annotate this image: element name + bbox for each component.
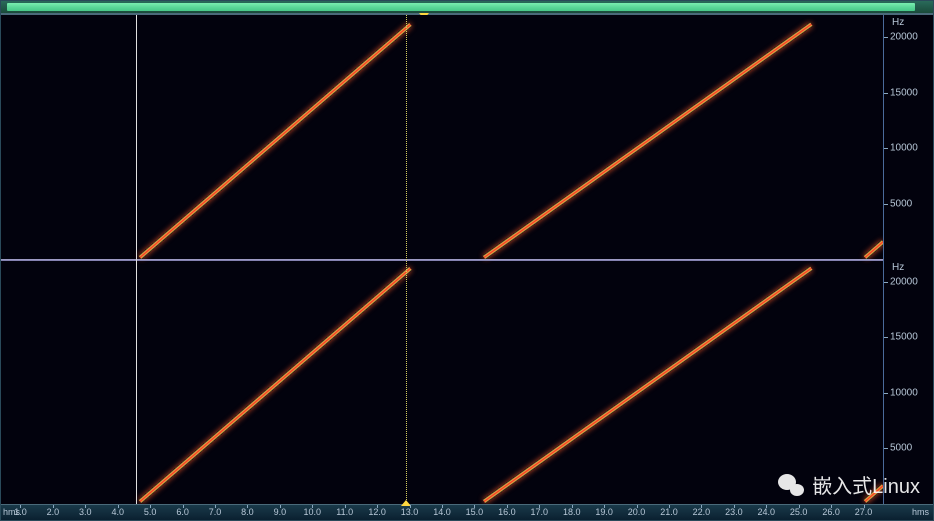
- y-tick: [884, 282, 888, 283]
- frequency-sweep: [139, 22, 413, 259]
- y-tick: [884, 393, 888, 394]
- channel-divider: [1, 259, 883, 261]
- x-tick-label: 2.0: [47, 507, 60, 517]
- x-tick-label: 11.0: [336, 507, 353, 517]
- x-tick-label: 14.0: [433, 507, 451, 517]
- x-tick-label: 20.0: [628, 507, 646, 517]
- y-axis-unit: Hz: [892, 262, 904, 273]
- x-axis-unit-right: hms: [912, 507, 929, 517]
- x-tick-label: 26.0: [822, 507, 840, 517]
- y-tick-label: 20000: [890, 276, 918, 287]
- x-tick-label: 3.0: [79, 507, 92, 517]
- spectrogram-window: Hz 5000 10000 15000 20000 Hz 5000 10000 15000 200…: [0, 0, 934, 521]
- x-tick-label: 17.0: [531, 507, 549, 517]
- y-tick: [884, 204, 888, 205]
- channel-bottom: [1, 260, 883, 505]
- x-tick-label: 5.0: [144, 507, 157, 517]
- y-tick: [884, 448, 888, 449]
- x-tick-label: 22.0: [693, 507, 711, 517]
- nav-range[interactable]: [7, 3, 915, 11]
- y-tick-label: 10000: [890, 143, 918, 154]
- chart-area: Hz 5000 10000 15000 20000 Hz 5000 10000 15000 200…: [1, 15, 933, 504]
- navigation-bar[interactable]: [1, 1, 933, 15]
- x-axis: hmshms1.02.03.04.05.06.07.08.09.010.011.…: [1, 504, 933, 520]
- x-tick-label: 19.0: [595, 507, 613, 517]
- x-tick-label: 16.0: [498, 507, 516, 517]
- spectrogram-plot[interactable]: [1, 15, 883, 504]
- frequency-sweep: [483, 22, 813, 259]
- x-tick-label: 23.0: [725, 507, 743, 517]
- time-cursor[interactable]: [136, 15, 137, 504]
- x-tick-label: 4.0: [111, 507, 124, 517]
- frequency-sweep: [483, 266, 813, 503]
- x-tick-label: 12.0: [368, 507, 386, 517]
- y-tick-label: 20000: [890, 32, 918, 43]
- y-tick: [884, 37, 888, 38]
- y-tick-label: 5000: [890, 443, 912, 454]
- frequency-sweep: [864, 240, 885, 259]
- frequency-sweep: [139, 266, 413, 503]
- y-tick-label: 10000: [890, 387, 918, 398]
- y-tick-label: 5000: [890, 198, 912, 209]
- y-tick-label: 15000: [890, 87, 918, 98]
- y-tick-label: 15000: [890, 332, 918, 343]
- x-tick-label: 7.0: [209, 507, 222, 517]
- x-tick-label: 1.0: [14, 507, 27, 517]
- x-tick-label: 24.0: [757, 507, 775, 517]
- y-axis-unit: Hz: [892, 17, 904, 28]
- x-tick-label: 10.0: [304, 507, 322, 517]
- y-tick: [884, 148, 888, 149]
- x-tick-label: 9.0: [274, 507, 287, 517]
- y-tick: [884, 337, 888, 338]
- y-tick: [884, 93, 888, 94]
- playhead-line[interactable]: [406, 15, 407, 504]
- x-tick-label: 21.0: [660, 507, 678, 517]
- y-axis: Hz 5000 10000 15000 20000 Hz 5000 10000 15000 200…: [883, 15, 933, 504]
- frequency-sweep: [864, 484, 885, 503]
- x-tick-label: 13.0: [401, 507, 419, 517]
- x-tick-label: 27.0: [855, 507, 873, 517]
- x-tick-label: 6.0: [176, 507, 189, 517]
- x-tick-label: 15.0: [466, 507, 484, 517]
- channel-top: [1, 15, 883, 260]
- x-tick-label: 8.0: [241, 507, 254, 517]
- x-tick-label: 25.0: [790, 507, 808, 517]
- x-tick-label: 18.0: [563, 507, 581, 517]
